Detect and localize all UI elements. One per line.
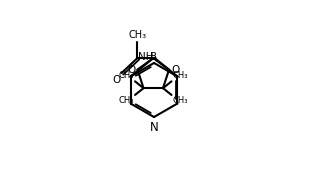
Text: B: B: [150, 52, 157, 62]
Text: N: N: [150, 121, 158, 134]
Text: O: O: [112, 75, 121, 85]
Text: NH: NH: [138, 52, 154, 62]
Text: O: O: [127, 65, 135, 75]
Text: CH₃: CH₃: [128, 30, 146, 40]
Text: CH₃: CH₃: [119, 71, 134, 80]
Text: CH₃: CH₃: [119, 96, 134, 105]
Text: CH₃: CH₃: [172, 71, 188, 80]
Text: CH₃: CH₃: [172, 96, 188, 105]
Text: O: O: [171, 65, 179, 75]
